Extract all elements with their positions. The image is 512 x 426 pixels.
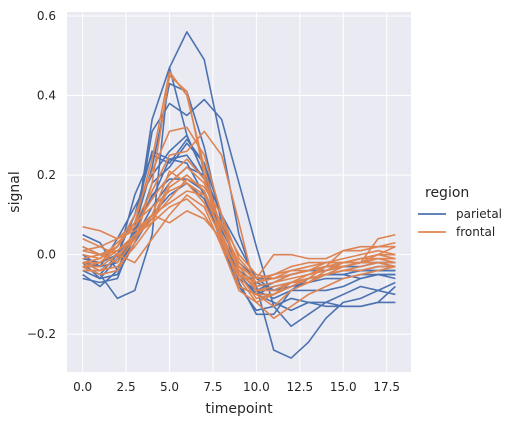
x-tick-label: 10.0 <box>243 380 270 394</box>
series-line-frontal <box>82 194 396 284</box>
x-tick-label: 12.5 <box>286 380 313 394</box>
series-line-frontal <box>82 174 396 292</box>
y-tick-label: 0.2 <box>37 168 56 182</box>
legend-title: region <box>425 185 469 201</box>
x-axis-label: timepoint <box>205 401 273 417</box>
series-line-frontal <box>82 182 396 320</box>
y-tick-label: −0.2 <box>27 327 56 341</box>
legend: region parietal frontal <box>418 185 502 239</box>
x-tick-label: 5.0 <box>160 380 179 394</box>
series-line-frontal <box>82 178 396 280</box>
series-line-frontal <box>82 210 396 280</box>
x-tick-label: 15.0 <box>330 380 357 394</box>
x-tick-label: 0.0 <box>73 380 92 394</box>
y-axis-label: signal <box>7 171 23 212</box>
x-tick-label: 2.5 <box>117 380 136 394</box>
series-line-parietal <box>82 31 396 359</box>
plot-background <box>67 12 411 372</box>
x-tick-label: 7.5 <box>203 380 222 394</box>
legend-entries: parietal frontal <box>418 207 502 239</box>
y-tick-label: 0.6 <box>37 9 56 23</box>
y-tick-labels: −0.2 0.0 0.2 0.4 0.6 <box>27 9 56 341</box>
y-tick-label: 0.0 <box>37 248 56 262</box>
series-lines <box>82 31 396 359</box>
x-tick-labels: 0.0 2.5 5.0 7.5 10.0 12.5 15.0 17.5 <box>73 380 400 394</box>
y-tick-label: 0.4 <box>37 89 56 103</box>
x-tick-label: 17.5 <box>373 380 400 394</box>
series-line-parietal <box>82 138 396 316</box>
legend-label-frontal: frontal <box>456 225 495 239</box>
legend-label-parietal: parietal <box>456 207 502 221</box>
